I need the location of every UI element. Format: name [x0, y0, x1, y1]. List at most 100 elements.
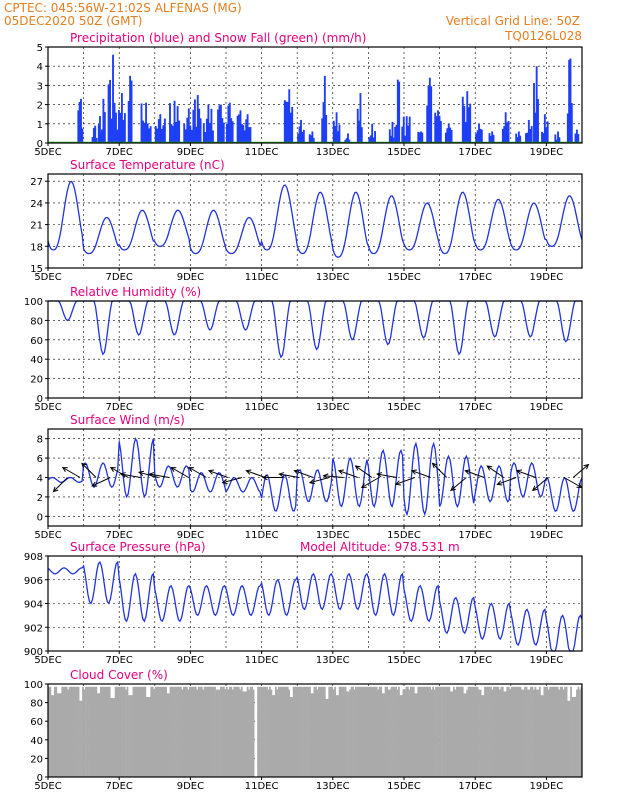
- cloud-bar: [476, 686, 479, 777]
- wind-arrowhead: [394, 480, 401, 486]
- precip-bar: [221, 118, 224, 143]
- cloud-bar: [334, 686, 337, 777]
- wind-vector: [377, 473, 397, 478]
- wind-vector: [411, 470, 431, 478]
- cloud-bar: [525, 686, 528, 777]
- precip-bar: [392, 137, 395, 143]
- precip-bar: [368, 137, 371, 143]
- x-tick-label: 11DEC: [245, 655, 279, 666]
- precip-bar: [218, 105, 221, 143]
- panel-frame: [47, 300, 583, 399]
- cloud-bar: [356, 686, 359, 777]
- cloud-bar: [228, 686, 231, 777]
- cloud-bar: [113, 697, 116, 777]
- cloud-bar: [105, 686, 108, 777]
- precip-bar: [92, 127, 95, 143]
- cloud-bar: [292, 686, 295, 777]
- precip-bar: [323, 75, 326, 143]
- precip-bar: [202, 123, 205, 143]
- cloud-bar: [151, 686, 154, 777]
- y-tick-label: 20: [30, 375, 43, 386]
- precip-bar: [118, 110, 120, 143]
- cloud-bar: [61, 686, 64, 777]
- wind-arrowhead: [464, 469, 471, 475]
- cloud-bar: [111, 697, 114, 777]
- cloud-bar: [156, 686, 159, 777]
- precip-bar: [369, 135, 372, 143]
- precip-bar: [426, 105, 429, 143]
- x-tick-label: 5DEC: [34, 781, 61, 792]
- cloud-bar: [194, 686, 197, 777]
- precip-bar: [325, 114, 328, 143]
- cloud-bar: [122, 686, 124, 777]
- cloud-bar: [209, 686, 212, 777]
- precip-bar: [348, 139, 351, 143]
- precip-bar: [285, 101, 288, 143]
- cloud-bar: [338, 686, 341, 777]
- wind-vector: [81, 463, 97, 478]
- cloud-bar: [55, 686, 58, 777]
- cloud-bar: [230, 686, 233, 777]
- cloud-bar: [406, 686, 409, 777]
- wind-vector: [222, 477, 243, 484]
- cloud-bar: [530, 686, 532, 777]
- cloud-bar: [234, 686, 237, 777]
- precip-bar: [463, 105, 466, 143]
- wind-vector: [497, 477, 517, 485]
- precip-bar: [246, 114, 249, 143]
- cloud-bar: [303, 686, 305, 777]
- wind-arrowhead: [308, 478, 315, 485]
- y-tick-label: 2: [37, 493, 43, 504]
- y-tick-label: 5: [37, 43, 43, 54]
- cloud-bar: [553, 686, 556, 777]
- precip-bar: [143, 122, 146, 143]
- cloud-bar: [510, 686, 513, 777]
- cloud-bar: [447, 686, 449, 777]
- cloud-bar: [313, 686, 316, 777]
- precip-bar: [175, 122, 178, 143]
- precip-bar: [503, 125, 506, 143]
- precip-bar: [286, 101, 289, 143]
- precip-bar: [347, 133, 349, 143]
- precip-bar: [574, 133, 577, 143]
- cloud-bar: [267, 689, 270, 777]
- cloud-bar: [424, 686, 427, 777]
- precip-bar: [248, 127, 250, 143]
- cloud-bar: [178, 686, 181, 777]
- cloud-bar: [310, 693, 313, 777]
- precip-bar: [444, 132, 447, 143]
- cloud-bar: [187, 689, 190, 777]
- cloud-bar: [432, 686, 434, 777]
- cloud-bar: [337, 695, 340, 777]
- precip-bar: [467, 107, 470, 143]
- x-tick-label: 13DEC: [316, 530, 350, 541]
- precip-bar: [405, 116, 408, 143]
- cloud-bar: [399, 695, 402, 777]
- cloud-bar: [274, 686, 277, 777]
- x-tick-label: 9DEC: [177, 530, 204, 541]
- cloud-bar: [319, 686, 322, 777]
- cloud-bar: [166, 693, 169, 777]
- precip-bar: [156, 128, 159, 143]
- cloud-bar: [227, 689, 230, 777]
- cloud-bar: [218, 689, 221, 777]
- cloud-bar: [461, 686, 464, 777]
- wind-arrowhead: [261, 474, 268, 481]
- x-tick-label: 13DEC: [316, 147, 350, 158]
- cloud-bar: [68, 686, 71, 777]
- cloud-bar: [411, 686, 414, 777]
- cloud-bar: [76, 686, 78, 777]
- cloud-bar: [389, 689, 391, 777]
- cloud-bar: [312, 693, 314, 777]
- wind-vector: [246, 470, 266, 478]
- y-tick-label: 4: [37, 474, 43, 485]
- wind-arrowhead: [322, 473, 329, 479]
- cloud-bar: [264, 686, 267, 777]
- panel-title: Surface Temperature (nC): [70, 158, 225, 172]
- precip-bar: [178, 120, 181, 143]
- precip-bar: [107, 84, 110, 143]
- precip-bar: [195, 126, 198, 143]
- cloud-bar: [134, 686, 136, 777]
- cloud-bar: [427, 686, 430, 777]
- x-tick-label: 17DEC: [458, 655, 492, 666]
